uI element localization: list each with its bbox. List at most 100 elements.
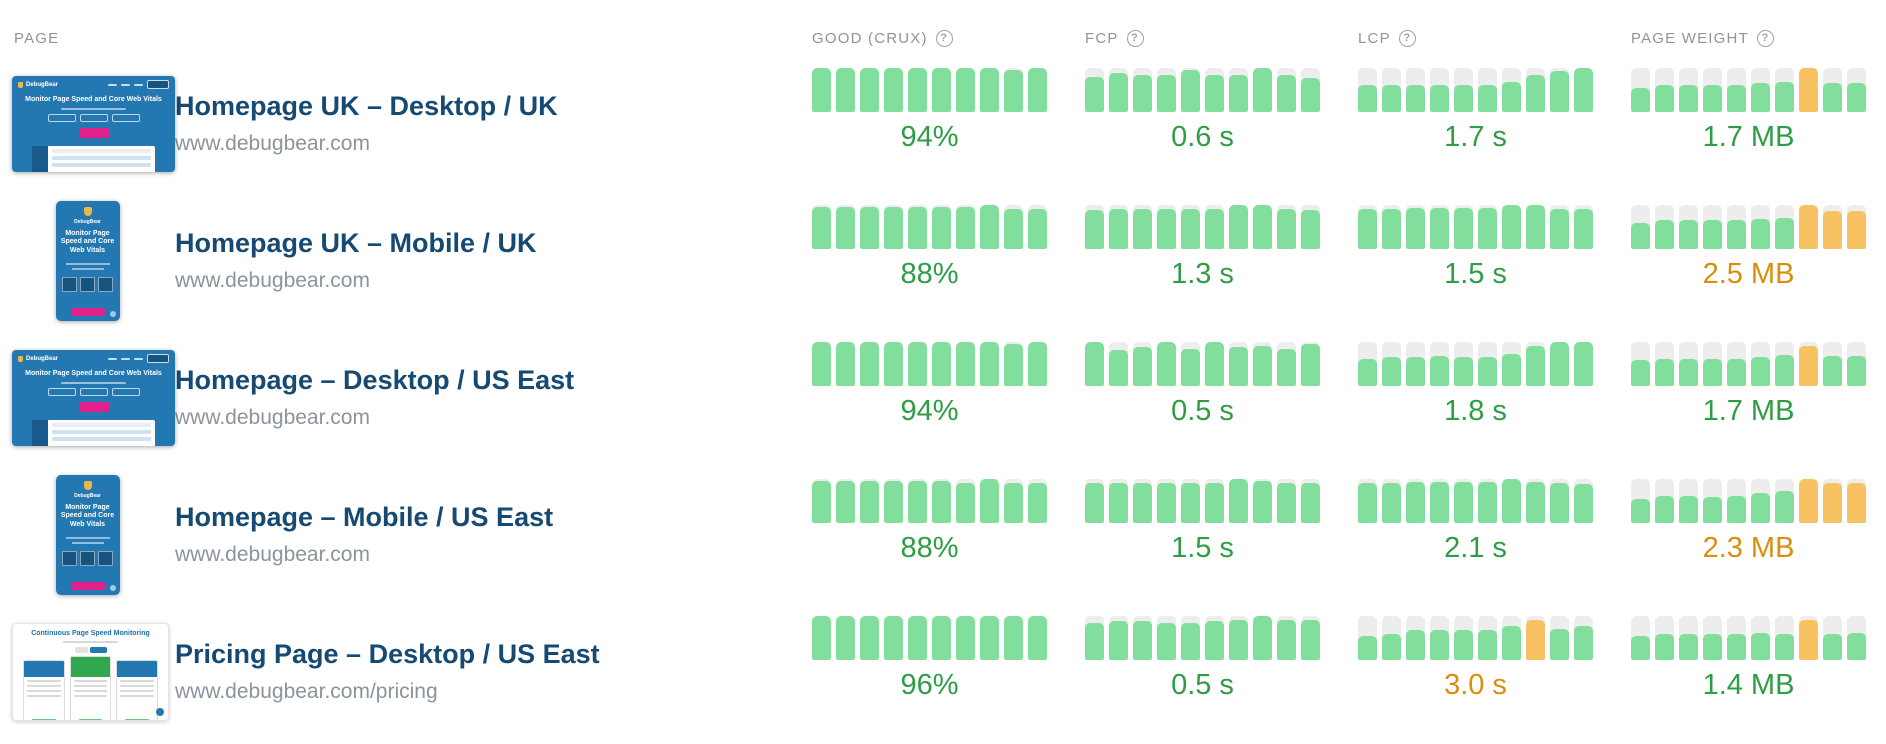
sparkline-bar[interactable] [1430,342,1449,386]
sparkline-chart-weight[interactable] [1631,479,1866,523]
sparkline-bar[interactable] [1205,616,1224,660]
sparkline-bar[interactable] [1430,479,1449,523]
sparkline-bar[interactable] [932,68,951,112]
sparkline-bar[interactable] [1478,68,1497,112]
sparkline-bar[interactable] [956,616,975,660]
sparkline-bar[interactable] [1703,342,1722,386]
sparkline-bar[interactable] [1703,616,1722,660]
sparkline-bar[interactable] [1253,479,1272,523]
sparkline-bar[interactable] [812,479,831,523]
sparkline-bar[interactable] [1358,616,1377,660]
page-title-link[interactable]: Homepage – Desktop / US East [175,365,575,396]
sparkline-bar[interactable] [1799,68,1818,112]
sparkline-bar[interactable] [1751,479,1770,523]
sparkline-chart-lcp[interactable] [1358,205,1593,249]
sparkline-bar[interactable] [1205,68,1224,112]
sparkline-bar[interactable] [1550,342,1569,386]
sparkline-bar[interactable] [1277,68,1296,112]
sparkline-bar[interactable] [1205,342,1224,386]
sparkline-bar[interactable] [1727,342,1746,386]
sparkline-chart-weight[interactable] [1631,205,1866,249]
sparkline-chart-lcp[interactable] [1358,342,1593,386]
sparkline-bar[interactable] [1277,342,1296,386]
sparkline-bar[interactable] [1775,616,1794,660]
sparkline-bar[interactable] [1847,479,1866,523]
sparkline-bar[interactable] [1679,205,1698,249]
sparkline-bar[interactable] [980,342,999,386]
sparkline-bar[interactable] [1229,68,1248,112]
sparkline-bar[interactable] [1823,616,1842,660]
sparkline-bar[interactable] [1679,616,1698,660]
help-icon[interactable]: ? [935,30,953,47]
sparkline-bar[interactable] [1004,479,1023,523]
sparkline-bar[interactable] [1277,616,1296,660]
sparkline-bar[interactable] [1526,342,1545,386]
sparkline-bar[interactable] [1382,68,1401,112]
sparkline-bar[interactable] [1751,68,1770,112]
sparkline-bar[interactable] [1631,342,1650,386]
sparkline-bar[interactable] [1028,68,1047,112]
sparkline-bar[interactable] [956,479,975,523]
sparkline-bar[interactable] [1430,205,1449,249]
sparkline-bar[interactable] [1358,342,1377,386]
sparkline-bar[interactable] [1382,342,1401,386]
sparkline-bar[interactable] [1301,205,1320,249]
sparkline-bar[interactable] [1181,479,1200,523]
sparkline-bar[interactable] [1181,68,1200,112]
sparkline-bar[interactable] [1133,616,1152,660]
sparkline-bar[interactable] [1028,479,1047,523]
sparkline-bar[interactable] [1028,342,1047,386]
sparkline-bar[interactable] [1550,479,1569,523]
sparkline-bar[interactable] [1157,342,1176,386]
sparkline-bar[interactable] [1109,479,1128,523]
sparkline-bar[interactable] [1406,68,1425,112]
sparkline-bar[interactable] [932,342,951,386]
help-icon[interactable]: ? [1398,30,1416,47]
sparkline-chart-fcp[interactable] [1085,479,1320,523]
sparkline-bar[interactable] [1133,479,1152,523]
sparkline-chart-fcp[interactable] [1085,205,1320,249]
sparkline-bar[interactable] [1847,68,1866,112]
page-thumbnail[interactable]: DebugBear Monitor Page Speed and Core Web… [55,200,120,321]
sparkline-bar[interactable] [1631,616,1650,660]
sparkline-bar[interactable] [1301,616,1320,660]
sparkline-bar[interactable] [1454,68,1473,112]
sparkline-bar[interactable] [1382,205,1401,249]
sparkline-bar[interactable] [1775,68,1794,112]
sparkline-bar[interactable] [1229,342,1248,386]
sparkline-bar[interactable] [1727,205,1746,249]
sparkline-bar[interactable] [1823,342,1842,386]
sparkline-chart-good[interactable] [812,616,1047,660]
sparkline-chart-weight[interactable] [1631,68,1866,112]
sparkline-bar[interactable] [980,479,999,523]
sparkline-bar[interactable] [1085,205,1104,249]
sparkline-bar[interactable] [836,342,855,386]
sparkline-bar[interactable] [1655,479,1674,523]
sparkline-bar[interactable] [1775,479,1794,523]
sparkline-chart-fcp[interactable] [1085,68,1320,112]
sparkline-bar[interactable] [1157,479,1176,523]
sparkline-bar[interactable] [1454,205,1473,249]
sparkline-bar[interactable] [1655,616,1674,660]
sparkline-bar[interactable] [956,342,975,386]
sparkline-bar[interactable] [1085,342,1104,386]
sparkline-bar[interactable] [908,479,927,523]
sparkline-bar[interactable] [1751,342,1770,386]
sparkline-bar[interactable] [1430,616,1449,660]
sparkline-bar[interactable] [1823,68,1842,112]
sparkline-bar[interactable] [1727,616,1746,660]
sparkline-bar[interactable] [1478,479,1497,523]
sparkline-bar[interactable] [1526,205,1545,249]
sparkline-bar[interactable] [836,68,855,112]
sparkline-bar[interactable] [1004,616,1023,660]
sparkline-bar[interactable] [1847,342,1866,386]
sparkline-bar[interactable] [1847,205,1866,249]
sparkline-bar[interactable] [1004,68,1023,112]
sparkline-bar[interactable] [1751,616,1770,660]
sparkline-bar[interactable] [1526,479,1545,523]
sparkline-bar[interactable] [860,68,879,112]
sparkline-bar[interactable] [932,479,951,523]
sparkline-chart-weight[interactable] [1631,616,1866,660]
sparkline-chart-fcp[interactable] [1085,342,1320,386]
sparkline-bar[interactable] [1229,479,1248,523]
